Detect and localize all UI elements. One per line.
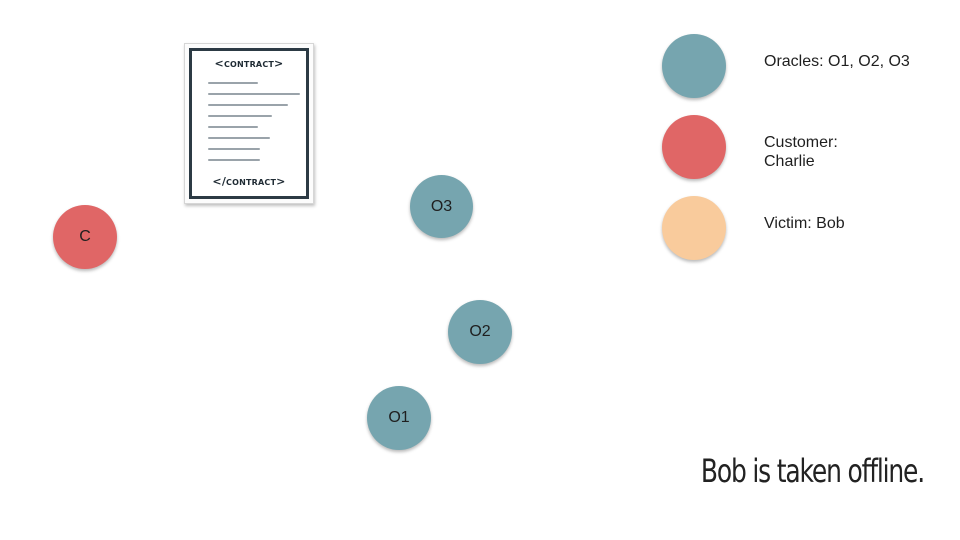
legend-swatch-oracles <box>662 34 726 98</box>
legend-label-victim: Victim: Bob <box>764 215 845 232</box>
oracle-node-o3: O3 <box>410 175 473 238</box>
oracle-node-o3-label: O3 <box>430 197 453 215</box>
legend-swatch-victim <box>662 196 726 260</box>
slide-caption: Bob is taken offline. <box>700 452 925 490</box>
contract-text-line <box>208 93 300 95</box>
contract-open-tag: <contract> <box>214 57 284 70</box>
contract-text-line <box>208 126 258 128</box>
contract-close-tag: </contract> <box>212 175 286 188</box>
oracle-node-o1: O1 <box>367 386 431 450</box>
contract-document-icon: <contract> </contract> <box>184 43 314 204</box>
oracle-node-o2: O2 <box>448 300 512 364</box>
contract-text-line <box>208 148 260 150</box>
customer-node: C <box>53 205 117 269</box>
contract-text-line <box>208 104 288 106</box>
oracle-node-o1-label: O1 <box>388 409 410 426</box>
oracle-node-o2-label: O2 <box>469 323 491 340</box>
customer-node-label: C <box>79 228 91 245</box>
contract-text-line <box>208 159 260 161</box>
legend-label-customer: Customer: Charlie <box>764 134 838 170</box>
contract-text-line <box>208 82 258 84</box>
contract-text-line <box>208 137 270 139</box>
contract-frame: <contract> </contract> <box>189 48 309 199</box>
contract-text-line <box>208 115 272 117</box>
legend-label-oracles: Oracles: O1, O2, O3 <box>764 53 910 70</box>
legend-swatch-customer <box>662 115 726 179</box>
